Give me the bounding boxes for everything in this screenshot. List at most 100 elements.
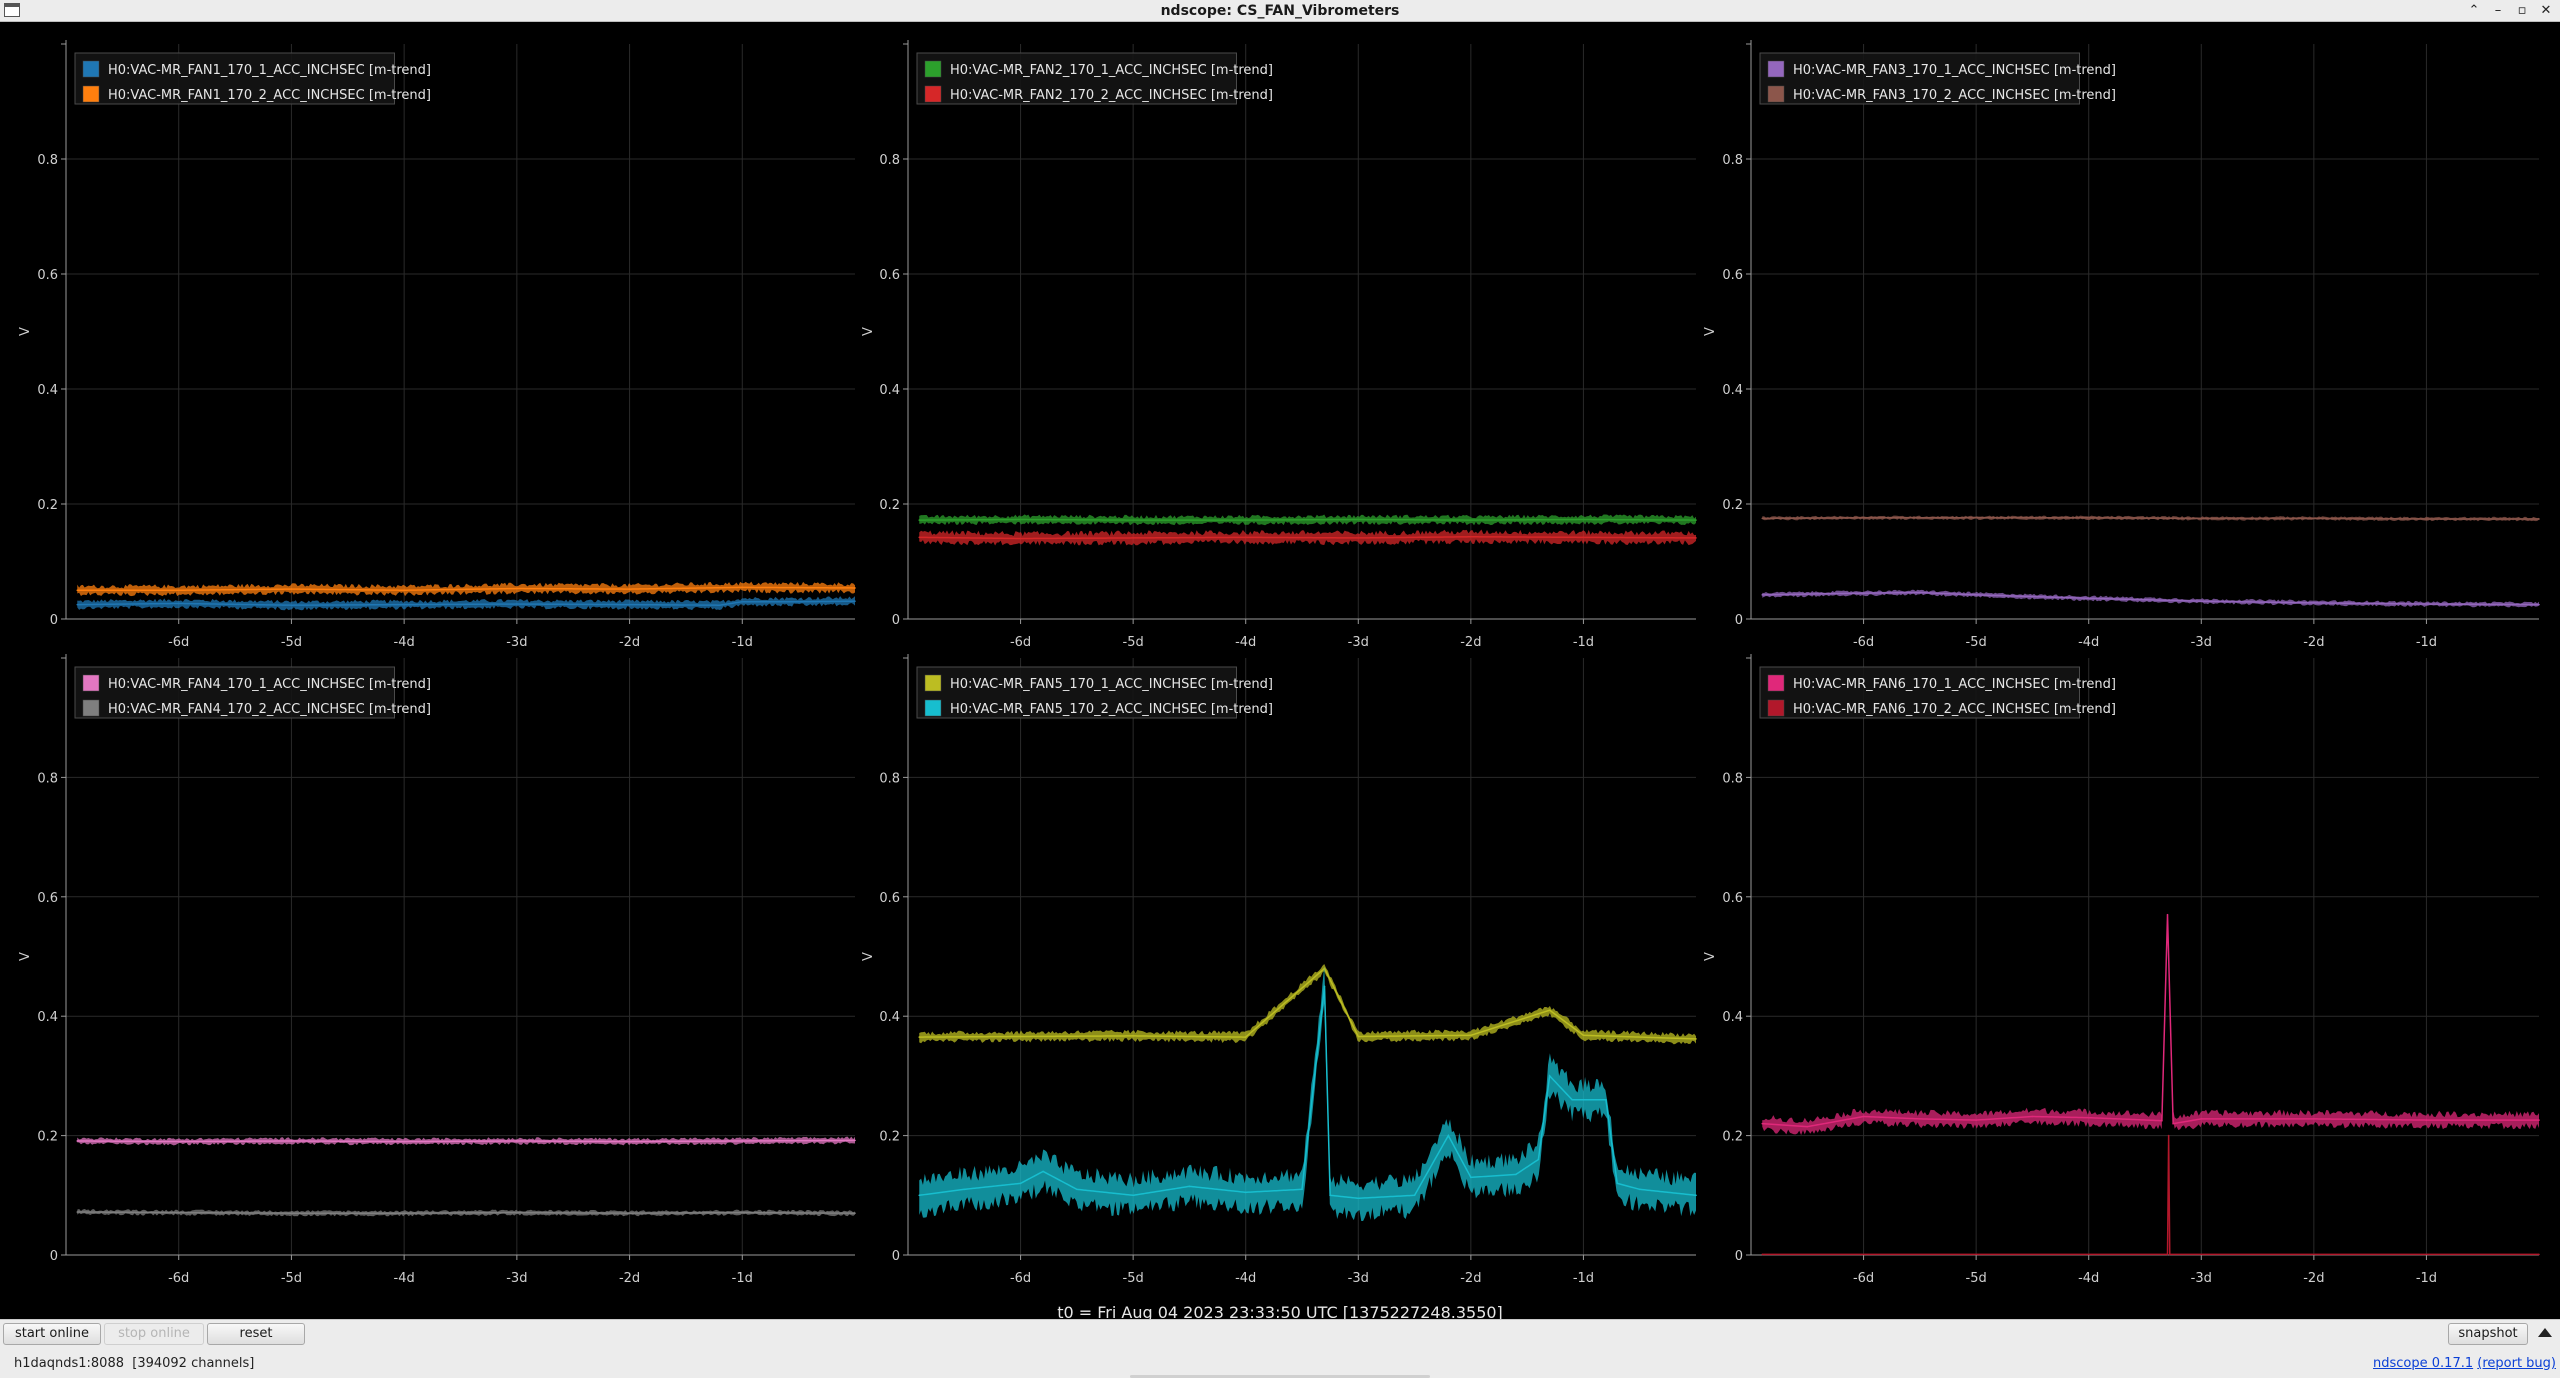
series-1-point	[1447, 1134, 1450, 1137]
series-0-point	[1132, 1035, 1134, 1037]
series-0-point	[2313, 602, 2315, 604]
plot-4[interactable]: 0 0.2 0.4 0.6 0.8 -6d -5d -4d -3d -2d -1d V H0:VAC-M…	[843, 634, 1703, 1294]
series-1-trace	[1761, 515, 2540, 522]
legend-swatch[interactable]	[924, 699, 942, 717]
series-0-point	[1244, 1036, 1247, 1038]
plot-0[interactable]: 0 0.2 0.4 0.6 0.8 -6d -5d -4d -3d -2d -1d V H0:VAC-M…	[0, 22, 856, 650]
x-tick-label: -4d	[2078, 635, 2099, 650]
grid-lines	[66, 658, 855, 1256]
y-tick-label: 0.6	[879, 891, 900, 906]
legend-swatch[interactable]	[82, 60, 100, 78]
plot-1[interactable]: 0 0.2 0.4 0.6 0.8 -6d -5d -4d -3d -2d -1d V H0:VAC-M…	[843, 22, 1703, 650]
close-icon[interactable]: ✕	[2540, 3, 2552, 18]
stop-online-button[interactable]: stop online	[104, 1323, 204, 1345]
maximize-icon[interactable]: ▫	[2517, 3, 2527, 18]
series-0-line	[919, 518, 1697, 521]
series-0-point	[1919, 591, 1921, 594]
series-1-point	[1244, 536, 1247, 539]
series-0-point	[177, 1140, 180, 1143]
x-tick-label: -5d	[1123, 635, 1144, 650]
series-0-point	[2172, 1122, 2174, 1125]
x-tick-label: -5d	[1123, 1271, 1144, 1286]
series-0-point	[2425, 603, 2428, 605]
legend-swatch[interactable]	[924, 85, 942, 103]
t0-label: t0 = Fri Aug 04 2023 23:33:50 UTC [13752…	[1057, 1303, 1503, 1322]
series-1-trace	[76, 581, 856, 597]
series-1-point	[1862, 517, 1865, 519]
legend-swatch[interactable]	[1767, 60, 1785, 78]
start-online-button[interactable]: start online	[3, 1323, 101, 1345]
snapshot-button[interactable]: snapshot	[2448, 1323, 2528, 1345]
series-1-point	[1188, 1185, 1191, 1188]
series-1-point	[2425, 518, 2428, 520]
series-1-point	[2200, 517, 2203, 520]
x-tick-label: -3d	[1348, 635, 1369, 650]
legend-swatch[interactable]	[1767, 674, 1785, 692]
series-1-line	[919, 986, 1697, 1200]
series-1-point	[1019, 537, 1022, 540]
legend-label: H0:VAC-MR_FAN2_170_2_ACC_INCHSEC [m-tren…	[950, 88, 1273, 103]
series-0-point	[1548, 1009, 1551, 1012]
series-1-trace	[918, 529, 1697, 546]
series-1-point	[1329, 1194, 1331, 1197]
expand-panel-icon[interactable]	[2538, 1328, 2552, 1337]
series-1-point	[1042, 1170, 1044, 1173]
series-0-point	[2313, 1118, 2315, 1120]
series-0-band	[919, 963, 1696, 1045]
y-tick-label: 0.6	[879, 268, 900, 283]
y-axis-label: V	[1703, 952, 1718, 961]
series-1-point	[854, 587, 856, 589]
x-tick-label: -6d	[1853, 635, 1874, 650]
series-0-point	[2031, 1115, 2034, 1118]
panel-splitter-handle[interactable]	[1130, 1375, 1430, 1378]
x-tick-label: -2d	[2303, 635, 2324, 650]
series-0-point	[177, 602, 180, 605]
legend-swatch[interactable]	[1767, 85, 1785, 103]
plot-3[interactable]: 0 0.2 0.4 0.6 0.8 -6d -5d -4d -3d -2d -1d V H0:VAC-M…	[0, 634, 856, 1294]
legend-label: H0:VAC-MR_FAN1_170_1_ACC_INCHSEC [m-tren…	[108, 63, 431, 78]
series-0-point	[403, 603, 405, 606]
legend-swatch[interactable]	[82, 674, 100, 692]
keep-above-icon[interactable]: ⌃	[2468, 3, 2480, 18]
series-0-point	[1582, 518, 1585, 521]
series-0-point	[1761, 594, 1764, 596]
series-0-point	[1919, 1118, 1921, 1120]
minimize-icon[interactable]: –	[2494, 3, 2502, 18]
x-tick-label: -2d	[2303, 1271, 2324, 1286]
legend-swatch[interactable]	[924, 674, 942, 692]
grid-lines	[66, 44, 855, 620]
version-link[interactable]: ndscope 0.17.1	[2373, 1356, 2474, 1371]
series-0-point	[2200, 600, 2203, 602]
x-tick-label: -6d	[1010, 1271, 1031, 1286]
x-tick-label: -1d	[732, 635, 753, 650]
series-0-point	[1695, 1038, 1697, 1040]
series-1-point	[1605, 1098, 1607, 1101]
series-1-point	[628, 1212, 631, 1215]
reset-button[interactable]: reset	[207, 1323, 305, 1345]
legend: H0:VAC-MR_FAN2_170_1_ACC_INCHSEC [m-tren…	[916, 52, 1273, 105]
report-bug-link[interactable]: (report bug)	[2477, 1356, 2556, 1371]
legend-label: H0:VAC-MR_FAN5_170_1_ACC_INCHSEC [m-tren…	[950, 677, 1273, 692]
series-1-point	[1132, 537, 1134, 539]
series-1-point	[1470, 1176, 1472, 1179]
legend-label: H0:VAC-MR_FAN2_170_1_ACC_INCHSEC [m-tren…	[950, 63, 1273, 78]
legend-label: H0:VAC-MR_FAN3_170_1_ACC_INCHSEC [m-tren…	[1793, 63, 2116, 78]
series-0-point	[1470, 1034, 1472, 1037]
series-1-trace	[1761, 1134, 2540, 1256]
legend-swatch[interactable]	[1767, 699, 1785, 717]
series-0-point	[1019, 1035, 1022, 1038]
series-1-point	[1537, 1158, 1540, 1161]
plot-2[interactable]: 0 0.2 0.4 0.6 0.8 -6d -5d -4d -3d -2d -1d V H0:VAC-M…	[1685, 22, 2545, 650]
legend-label: H0:VAC-MR_FAN3_170_2_ACC_INCHSEC [m-tren…	[1793, 88, 2116, 103]
series-1-point	[628, 588, 631, 590]
series-1-point	[1132, 1194, 1134, 1197]
y-tick-label: 0	[50, 613, 58, 628]
legend-swatch[interactable]	[924, 60, 942, 78]
series-1-point	[403, 1212, 405, 1215]
series-1-point	[1413, 1194, 1416, 1197]
plot-5[interactable]: 0 0.2 0.4 0.6 0.8 -6d -5d -4d -3d -2d -1d V H0:VAC-M…	[1685, 634, 2545, 1294]
legend-swatch[interactable]	[82, 85, 100, 103]
series-1-point	[76, 589, 79, 592]
legend-swatch[interactable]	[82, 699, 100, 717]
series-0-point	[1862, 592, 1865, 594]
